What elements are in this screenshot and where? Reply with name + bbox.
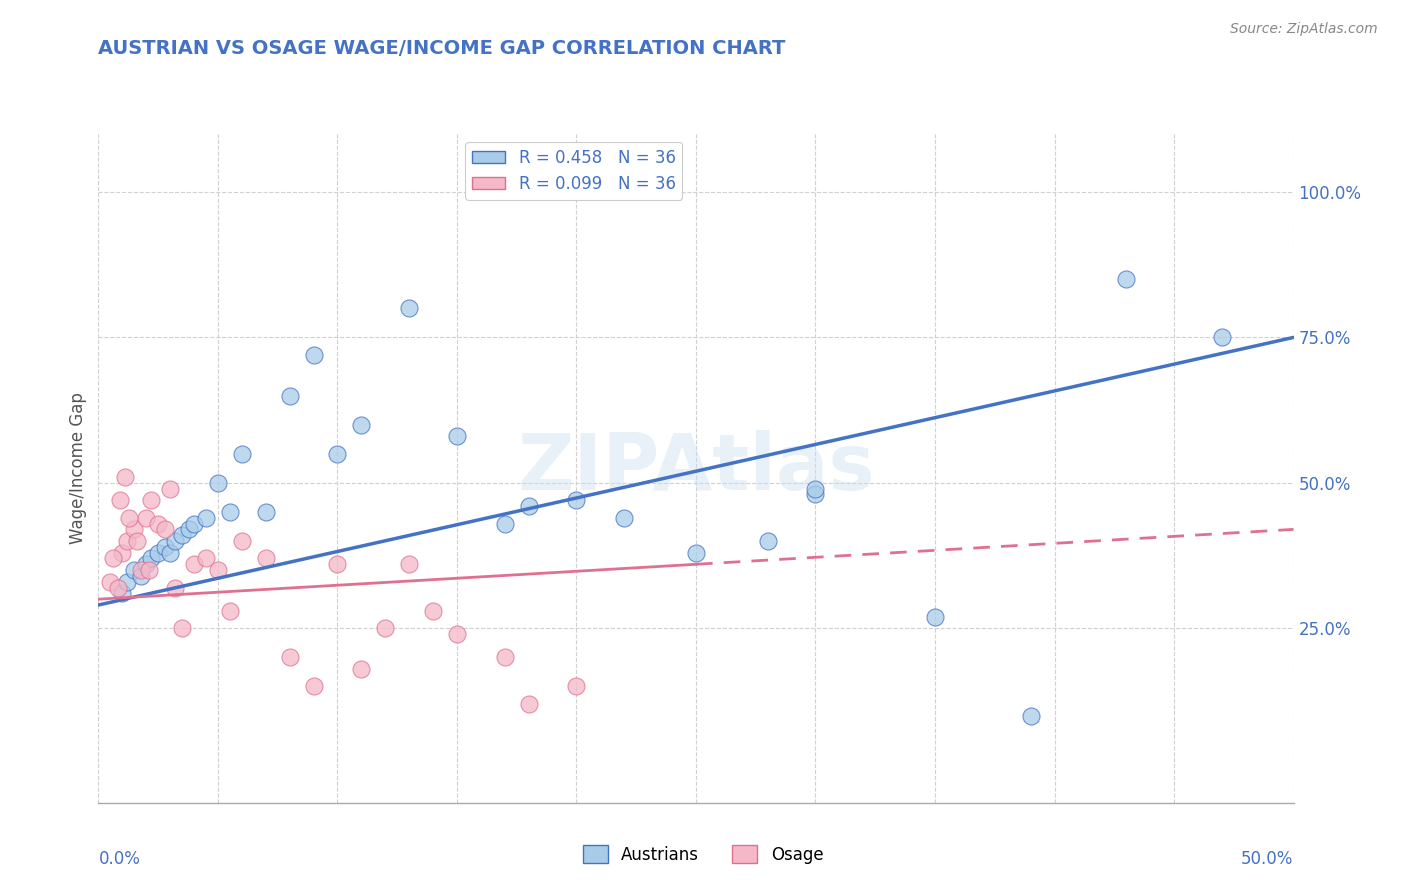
Point [374, 621, 396, 635]
Point [254, 551, 277, 566]
Text: 50.0%: 50.0% [1241, 849, 1294, 868]
Point [124, 563, 146, 577]
Point [118, 510, 141, 524]
Point [1211, 330, 1233, 344]
Point [115, 574, 138, 589]
Point [194, 551, 218, 566]
Point [155, 540, 177, 554]
Point [135, 510, 157, 524]
Point [148, 516, 170, 531]
Point [135, 558, 157, 572]
Point [517, 697, 540, 711]
Point [1115, 272, 1137, 286]
Point [155, 522, 177, 536]
Point [159, 546, 181, 560]
Point [172, 621, 194, 635]
Point [148, 546, 170, 560]
Point [115, 534, 138, 549]
Legend: R = 0.458   N = 36, R = 0.099   N = 36: R = 0.458 N = 36, R = 0.099 N = 36 [465, 142, 682, 200]
Point [326, 447, 349, 461]
Point [278, 388, 301, 402]
Point [139, 551, 162, 566]
Point [398, 301, 420, 316]
Point [565, 493, 588, 508]
Point [207, 475, 229, 490]
Point [231, 534, 253, 549]
Point [108, 493, 131, 508]
Point [194, 510, 218, 524]
Text: ZIPAtlas: ZIPAtlas [517, 430, 875, 507]
Text: 0.0%: 0.0% [98, 849, 141, 868]
Point [183, 558, 205, 572]
Point [183, 516, 205, 531]
Point [398, 558, 420, 572]
Point [565, 680, 588, 694]
Point [517, 499, 540, 513]
Point [159, 482, 181, 496]
Point [107, 581, 129, 595]
Point [139, 493, 162, 508]
Point [350, 417, 373, 432]
Point [124, 522, 146, 536]
Point [207, 563, 229, 577]
Point [446, 627, 468, 641]
Point [138, 563, 160, 577]
Point [756, 534, 779, 549]
Point [163, 581, 186, 595]
Point [125, 534, 148, 549]
Point [924, 609, 946, 624]
Point [613, 510, 636, 524]
Point [131, 569, 153, 583]
Point [494, 516, 516, 531]
Point [350, 662, 373, 676]
Point [111, 546, 134, 560]
Point [114, 470, 136, 484]
Point [231, 447, 253, 461]
Point [278, 650, 301, 665]
Point [804, 487, 827, 501]
Point [446, 429, 468, 443]
Point [302, 348, 325, 362]
Point [422, 604, 444, 618]
Point [179, 522, 201, 536]
Point [163, 534, 186, 549]
Point [302, 680, 325, 694]
Point [326, 558, 349, 572]
Point [219, 604, 242, 618]
Point [1019, 708, 1042, 723]
Point [131, 563, 153, 577]
Point [111, 586, 134, 600]
Legend: Austrians, Osage: Austrians, Osage [576, 838, 830, 871]
Point [254, 505, 277, 519]
Point [685, 546, 707, 560]
Point [494, 650, 516, 665]
Point [219, 505, 242, 519]
Point [804, 482, 827, 496]
Text: Source: ZipAtlas.com: Source: ZipAtlas.com [1230, 22, 1378, 37]
Y-axis label: Wage/Income Gap: Wage/Income Gap [69, 392, 87, 544]
Point [98, 574, 122, 589]
Point [101, 551, 124, 566]
Text: AUSTRIAN VS OSAGE WAGE/INCOME GAP CORRELATION CHART: AUSTRIAN VS OSAGE WAGE/INCOME GAP CORREL… [98, 39, 786, 58]
Point [172, 528, 194, 542]
